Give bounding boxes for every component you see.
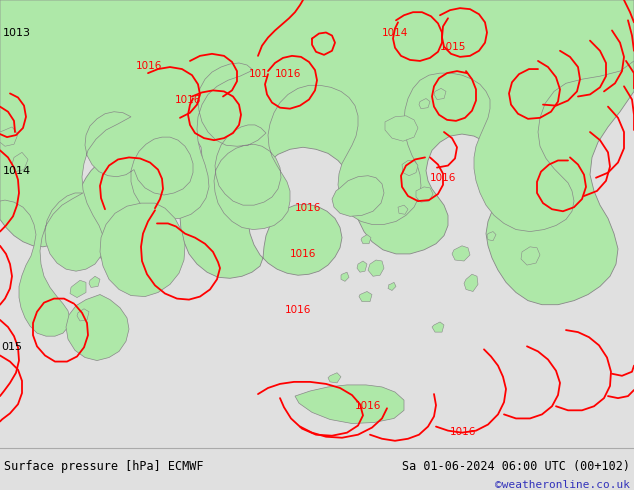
Text: Surface pressure [hPa] ECMWF: Surface pressure [hPa] ECMWF [4, 460, 204, 473]
Text: 1016: 1016 [275, 69, 301, 79]
Polygon shape [464, 274, 478, 292]
Polygon shape [521, 247, 540, 265]
Polygon shape [416, 187, 433, 202]
Text: 1016: 1016 [290, 249, 316, 259]
Text: 1013: 1013 [3, 27, 31, 38]
Text: 1016: 1016 [136, 61, 162, 71]
Polygon shape [0, 127, 18, 146]
Polygon shape [487, 232, 496, 241]
Polygon shape [89, 276, 100, 288]
Polygon shape [452, 246, 470, 261]
Text: 1015: 1015 [440, 42, 467, 52]
Text: ©weatheronline.co.uk: ©weatheronline.co.uk [495, 480, 630, 490]
Polygon shape [419, 98, 430, 109]
Text: 1014: 1014 [382, 27, 408, 38]
Polygon shape [359, 292, 372, 302]
Text: 1016: 1016 [450, 427, 476, 437]
Polygon shape [361, 235, 371, 244]
Text: 1014: 1014 [3, 166, 31, 175]
Polygon shape [434, 88, 446, 99]
Text: 1016: 1016 [430, 173, 456, 183]
Text: 1016: 1016 [295, 203, 321, 213]
Polygon shape [77, 309, 89, 321]
Polygon shape [0, 0, 634, 336]
Polygon shape [70, 280, 86, 297]
Text: 1016: 1016 [175, 95, 202, 104]
Text: 1016: 1016 [355, 401, 382, 411]
Polygon shape [388, 282, 396, 291]
Text: 1016: 1016 [285, 305, 311, 315]
Polygon shape [0, 0, 634, 305]
Polygon shape [100, 203, 185, 296]
Polygon shape [12, 152, 28, 171]
Polygon shape [357, 261, 367, 272]
Text: 101: 101 [249, 69, 269, 79]
Polygon shape [402, 160, 418, 176]
Polygon shape [341, 272, 349, 281]
Text: 015: 015 [1, 343, 22, 352]
Polygon shape [66, 294, 129, 361]
Polygon shape [432, 322, 444, 332]
Polygon shape [368, 260, 384, 276]
Polygon shape [398, 205, 408, 214]
Polygon shape [332, 176, 384, 216]
Polygon shape [385, 116, 418, 141]
Polygon shape [295, 385, 404, 423]
Polygon shape [328, 373, 341, 383]
Text: Sa 01-06-2024 06:00 UTC (00+102): Sa 01-06-2024 06:00 UTC (00+102) [402, 460, 630, 473]
